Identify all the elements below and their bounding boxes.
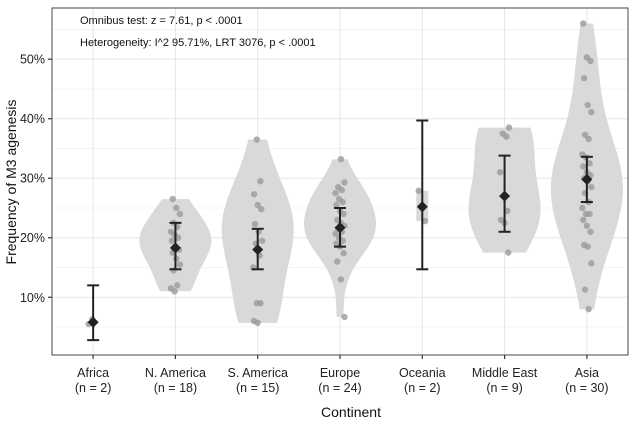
- data-point: [168, 237, 176, 244]
- y-tick-label: 10%: [20, 291, 45, 305]
- data-point: [580, 216, 587, 224]
- x-tick-label: Africa: [77, 366, 109, 380]
- data-point: [254, 319, 261, 327]
- x-tick-label: Asia: [575, 366, 599, 380]
- data-point: [338, 186, 345, 194]
- x-tick-label: N. America: [145, 366, 206, 380]
- y-axis: 10% 20% 30% 40% 50%: [20, 53, 52, 305]
- x-tick-label: S. America: [227, 366, 287, 380]
- x-axis: Africa(n = 2)N. America(n = 18)S. Americ…: [75, 355, 609, 395]
- x-tick-sample-size: (n = 2): [75, 381, 111, 395]
- y-tick-label: 20%: [20, 231, 45, 245]
- x-tick-sample-size: (n = 15): [236, 381, 279, 395]
- data-point: [173, 204, 180, 212]
- x-axis-title: Continent: [321, 404, 381, 420]
- data-point: [586, 210, 593, 218]
- data-point: [588, 183, 595, 191]
- x-tick-sample-size: (n = 9): [486, 381, 522, 395]
- data-point: [504, 249, 512, 256]
- data-point: [583, 222, 591, 230]
- data-point: [339, 198, 346, 206]
- data-point: [257, 178, 264, 185]
- x-tick-label: Middle East: [472, 366, 538, 380]
- data-point: [332, 189, 339, 197]
- data-point: [496, 169, 504, 176]
- data-point: [254, 201, 261, 209]
- violins: [139, 23, 623, 323]
- data-point: [580, 20, 587, 27]
- data-point: [169, 195, 176, 203]
- data-point: [176, 261, 184, 268]
- data-point: [171, 288, 178, 295]
- estimates: [87, 119, 593, 342]
- data-point: [174, 234, 182, 241]
- data-point: [258, 205, 265, 213]
- data-points: [85, 20, 595, 328]
- x-tick-label: Europe: [320, 366, 360, 380]
- x-tick-sample-size: (n = 30): [565, 381, 608, 395]
- data-point: [339, 237, 346, 244]
- data-point: [581, 286, 589, 293]
- data-point: [584, 243, 591, 250]
- x-tick-sample-size: (n = 24): [318, 381, 361, 395]
- estimate-diamond: [499, 190, 511, 202]
- data-point: [504, 207, 511, 215]
- estimate-diamond: [87, 316, 99, 328]
- data-point: [332, 230, 339, 237]
- data-point: [251, 220, 259, 228]
- y-tick-label: 40%: [20, 112, 45, 126]
- data-point: [333, 201, 340, 209]
- estimate-diamond: [334, 222, 346, 234]
- x-tick-label: Oceania: [399, 366, 446, 380]
- data-point: [421, 217, 429, 225]
- data-point: [253, 136, 261, 143]
- heterogeneity-annotation: Heterogeneity: I^2 95.71%, LRT 3076, p <…: [80, 37, 316, 49]
- data-point: [586, 160, 593, 167]
- data-point: [257, 300, 264, 307]
- data-point: [505, 124, 513, 131]
- data-point: [585, 135, 592, 143]
- data-point: [579, 204, 586, 212]
- data-point: [174, 282, 181, 289]
- data-point: [337, 276, 345, 283]
- data-point: [584, 101, 591, 109]
- data-point: [334, 258, 341, 265]
- y-tick-label: 30%: [20, 172, 45, 186]
- x-tick-sample-size: (n = 18): [154, 381, 197, 395]
- data-point: [581, 131, 589, 138]
- omnibus-annotation: Omnibus test: z = 7.61, p < .0001: [80, 15, 243, 27]
- y-axis-title: Frequency of M3 agenesis: [3, 100, 19, 265]
- data-point: [415, 187, 422, 194]
- y-tick-label: 50%: [20, 53, 45, 67]
- data-point: [341, 313, 348, 321]
- estimate-diamond: [581, 173, 593, 185]
- estimate-diamond: [416, 201, 428, 213]
- x-tick-sample-size: (n = 2): [404, 381, 440, 395]
- data-point: [340, 250, 347, 257]
- estimate-diamond: [252, 244, 264, 256]
- data-point: [250, 191, 258, 198]
- data-point: [588, 108, 595, 116]
- data-point: [587, 57, 594, 65]
- data-point: [340, 210, 347, 218]
- data-point: [337, 155, 345, 163]
- data-point: [176, 210, 184, 218]
- data-point: [588, 260, 595, 267]
- estimate-diamond: [169, 242, 181, 254]
- data-point: [503, 133, 510, 140]
- data-point: [259, 237, 266, 244]
- data-point: [587, 228, 594, 235]
- data-point: [580, 75, 588, 82]
- data-point: [580, 163, 587, 170]
- data-point: [585, 305, 592, 313]
- data-point: [341, 179, 348, 186]
